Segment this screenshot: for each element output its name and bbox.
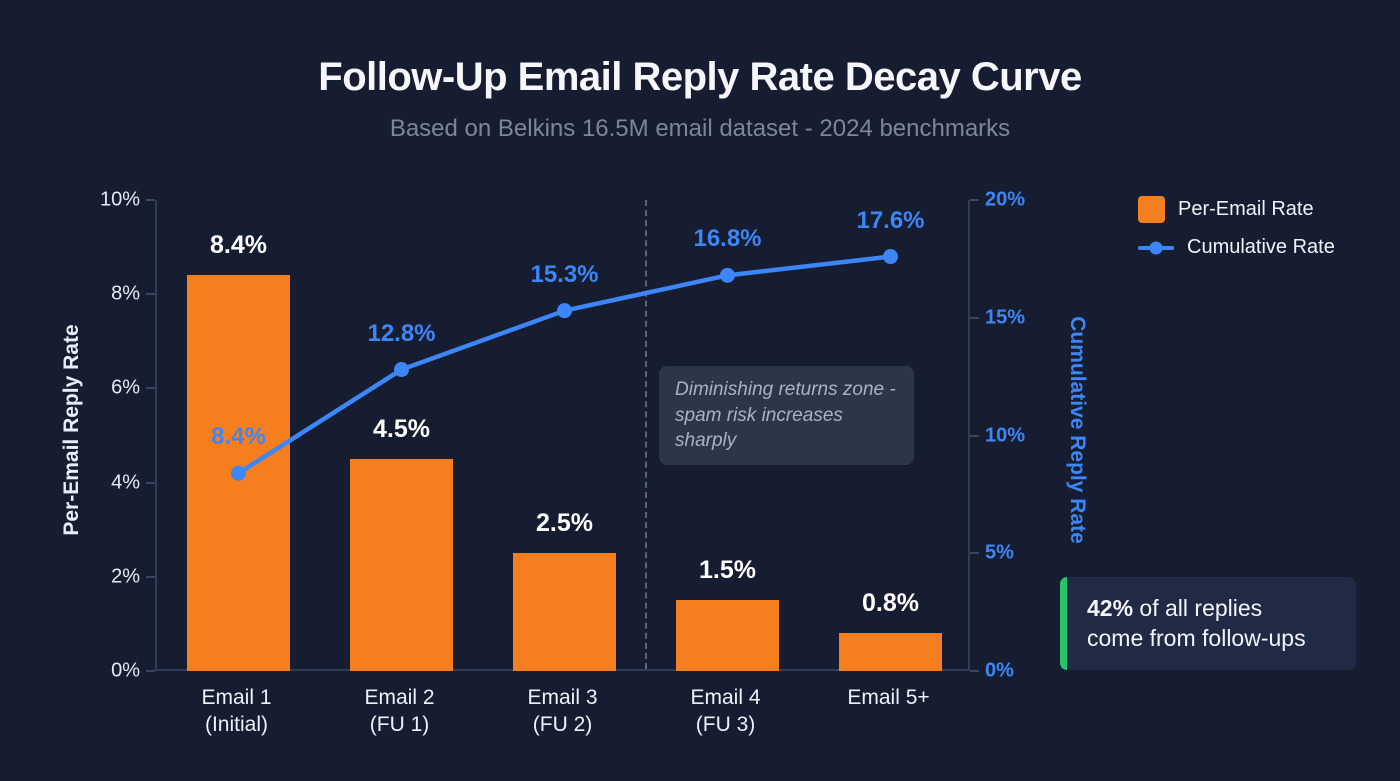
- callout-accent-bar: [1060, 577, 1067, 670]
- bar-4: [676, 600, 779, 671]
- bar-value-label: 4.5%: [373, 415, 430, 444]
- left-axis-tick-label: 2%: [111, 565, 140, 588]
- left-axis-tick-label: 0%: [111, 659, 140, 682]
- line-value-label: 16.8%: [693, 225, 762, 253]
- line-value-label: 12.8%: [367, 319, 436, 347]
- bar-5: [839, 633, 942, 671]
- callout-highlight: 42%: [1087, 595, 1134, 621]
- left-axis-ticks: 0% 2% 4% 6% 8% 10%: [0, 189, 140, 682]
- cumulative-line: [236, 254, 893, 476]
- bar-series-swatch-icon: [1138, 196, 1165, 223]
- callout-line2: come from follow-ups: [1087, 625, 1306, 652]
- line-point-2: [394, 362, 409, 378]
- right-axis-tick-label: 15%: [985, 306, 1026, 329]
- right-axis-tick-label: 0%: [985, 659, 1014, 682]
- line-value-label: 17.6%: [856, 206, 925, 234]
- axis-tick-mark: [146, 387, 155, 390]
- diminishing-returns-divider: [645, 200, 647, 669]
- x-axis-label: Email 3 (FU 2): [527, 686, 598, 737]
- left-axis-tick-label: 6%: [111, 376, 140, 399]
- bar-value-label: 2.5%: [536, 509, 593, 538]
- annotation-line-2: spam risk increases sharply: [675, 404, 843, 452]
- axis-tick-mark: [146, 199, 155, 201]
- legend: Per-Email Rate Cumulative Rate: [1138, 196, 1335, 259]
- right-axis-tick-label: 20%: [985, 188, 1026, 211]
- x-axis-label: Email 5+: [847, 686, 930, 709]
- axis-tick-mark: [146, 575, 155, 578]
- left-axis-tick-label: 10%: [99, 188, 140, 211]
- axis-tick-mark: [146, 670, 155, 672]
- legend-label-per-email-rate: Per-Email Rate: [1178, 198, 1314, 220]
- left-axis-tick-label: 8%: [111, 282, 140, 305]
- bar-value-label: 1.5%: [699, 556, 756, 585]
- plot-area: Diminishing returns zone - spam risk inc…: [146, 199, 979, 672]
- callout-box: 42% of all replies come from follow-ups: [1060, 577, 1356, 670]
- chart-subtitle: Based on Belkins 16.5M email dataset - 2…: [389, 115, 1011, 142]
- axis-tick-mark: [146, 481, 155, 484]
- axis-tick-mark: [970, 670, 979, 672]
- left-axis-tick-label: 4%: [111, 471, 140, 494]
- line-point-3: [557, 303, 572, 319]
- bar-value-label: 8.4%: [210, 231, 267, 260]
- line-series-swatch-icon: [1138, 241, 1174, 254]
- line-value-label: 15.3%: [530, 260, 599, 288]
- axis-tick-mark: [970, 434, 979, 437]
- right-axis-ticks: 0% 5% 10% 15% 20%: [985, 189, 1065, 682]
- legend-item-cumulative-rate: Cumulative Rate: [1138, 236, 1335, 259]
- annotation-box: Diminishing returns zone - spam risk inc…: [659, 366, 914, 465]
- bar-2: [350, 459, 453, 671]
- callout-line1-rest: of all replies: [1133, 595, 1263, 621]
- line-point-1: [231, 465, 246, 481]
- axis-tick-mark: [970, 316, 979, 319]
- cumulative-line-chart: [231, 249, 898, 481]
- line-point-5: [883, 249, 898, 265]
- bar-value-label: 0.8%: [862, 589, 919, 618]
- legend-item-per-email-rate: Per-Email Rate: [1138, 196, 1335, 223]
- axis-tick-mark: [146, 293, 155, 296]
- legend-label-cumulative-rate: Cumulative Rate: [1187, 236, 1335, 258]
- right-axis-tick-label: 5%: [985, 541, 1014, 564]
- axis-tick-mark: [970, 552, 979, 555]
- right-axis-tick-label: 10%: [985, 424, 1026, 446]
- annotation-line-1: Diminishing returns zone -: [675, 379, 896, 400]
- line-point-4: [720, 267, 735, 283]
- x-axis-label: Email 1 (Initial): [201, 686, 272, 737]
- x-axis-labels: Email 1 (Initial) Email 2 (FU 1) Email 3 (FU …: [155, 684, 970, 754]
- line-value-label: 8.4%: [211, 423, 266, 451]
- right-axis-title: Cumulative Reply Rate: [1066, 316, 1089, 544]
- x-axis-label: Email 4 (FU 3): [690, 686, 761, 737]
- bar-3: [513, 553, 616, 671]
- line-dot-icon: [1149, 241, 1163, 254]
- chart-title: Follow-Up Email Reply Rate Decay Curve: [318, 55, 1082, 99]
- x-axis-label: Email 2 (FU 1): [364, 686, 435, 737]
- callout-text: 42% of all replies come from follow-ups: [1087, 593, 1338, 654]
- axis-tick-mark: [970, 199, 979, 201]
